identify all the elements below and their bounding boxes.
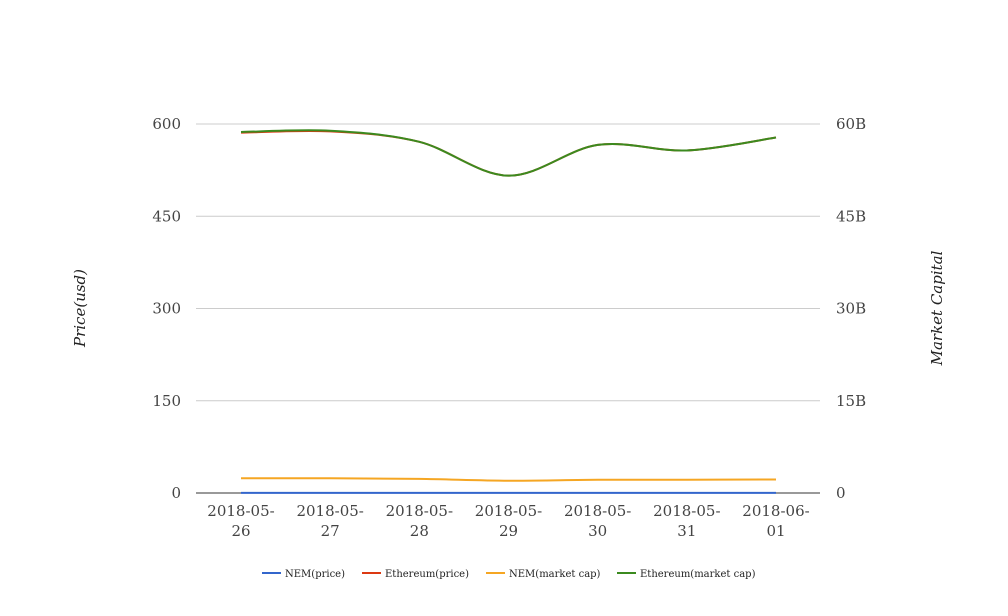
series-lines (240, 129, 777, 494)
x-tick-label: 2018-05-27 (296, 502, 363, 540)
x-tick-label: 2018-05-28 (386, 502, 453, 540)
legend: NEM(price) Ethereum(price) NEM(market cap)… (262, 569, 756, 580)
x-tick-label: 2018-05-31 (653, 502, 720, 540)
legend-label-ethereum-price: Ethereum(price) (385, 569, 469, 580)
series-line-nem-market-cap (240, 477, 777, 482)
x-tick-label: 2018-05-30 (564, 502, 631, 540)
y-right-tick-label: 60B (836, 115, 866, 133)
x-tick-label: 2018-05-26 (207, 502, 274, 540)
x-tick-label: 2018-06-01 (742, 502, 809, 540)
y-right-tick-label: 30B (836, 300, 866, 318)
series-line-ethereum-market-cap (240, 129, 777, 177)
legend-label-nem-market-cap: NEM(market cap) (509, 569, 601, 580)
y-left-tick-label: 150 (152, 392, 181, 410)
y-left-tick-label: 0 (171, 484, 181, 502)
y-right-tick-label: 0 (836, 484, 846, 502)
y-left-tick-label: 450 (152, 207, 181, 225)
legend-label-nem-price: NEM(price) (285, 569, 345, 580)
y-left-tick-label: 600 (152, 115, 181, 133)
y-right-tick-label: 15B (836, 392, 866, 410)
y-left-tick-label: 300 (152, 300, 181, 318)
tick-labels: 0 0 150 15B 300 30B 450 45B 600 60B 2018-05-26 2018… (152, 115, 866, 540)
series-line-ethereum-price (240, 129, 777, 177)
legend-label-ethereum-market-cap: Ethereum(market cap) (640, 569, 756, 580)
gridlines (196, 123, 820, 494)
y-axis-right-title: Market Capital (928, 250, 946, 366)
y-right-tick-label: 45B (836, 207, 866, 225)
x-tick-label: 2018-05-29 (475, 502, 542, 540)
y-axis-left-title: Price(usd) (71, 269, 89, 348)
